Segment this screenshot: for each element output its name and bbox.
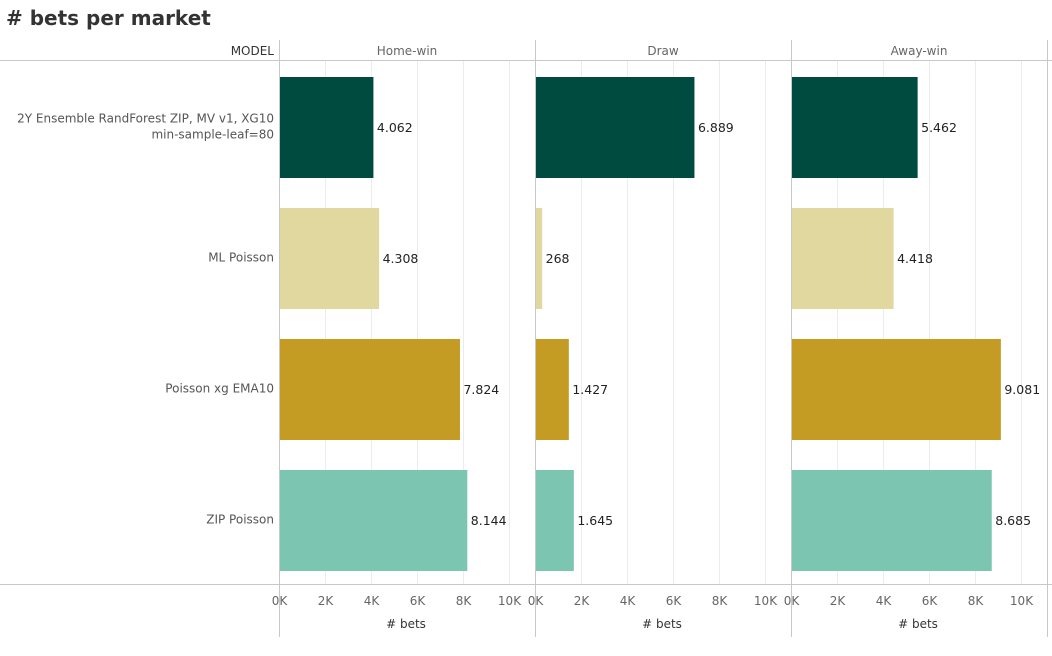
panel-header: Home-win [377,44,438,58]
category-label: ML Poisson [208,251,274,265]
tick-label: 4K [364,594,381,608]
bar [792,208,894,309]
data-label: 1.645 [577,513,613,528]
bar [280,208,380,309]
tick-label: 10K [1010,594,1034,608]
tick-label: 0K [272,594,289,608]
bar [280,77,374,178]
data-label: 4.418 [897,251,933,266]
data-label: 268 [546,251,570,266]
tick-label: 8K [712,594,729,608]
tick-label: 10K [754,594,778,608]
bar [280,339,460,440]
tick-label: 8K [456,594,473,608]
panel-header: Away-win [891,44,948,58]
bar [280,470,468,571]
tick-label: 10K [498,594,522,608]
tick-label: 2K [830,594,847,608]
bar [536,77,695,178]
category-label: ZIP Poisson [206,513,274,527]
row-header-label: MODEL [231,44,275,58]
category-label: Poisson xg EMA10 [165,382,274,396]
tick-label: 8K [968,594,985,608]
tick-label: 6K [922,594,939,608]
category-label: min-sample-leaf=80 [151,128,274,142]
bar [792,470,992,571]
panel-header: Draw [647,44,679,58]
data-label: 8.144 [471,513,507,528]
tick-label: 6K [410,594,427,608]
tick-label: 4K [620,594,637,608]
tick-label: 4K [876,594,893,608]
data-label: 7.824 [463,382,499,397]
data-label: 9.081 [1004,382,1040,397]
tick-label: 2K [318,594,335,608]
x-axis-title: # bets [898,617,938,631]
x-axis-title: # bets [386,617,426,631]
data-label: 6.889 [698,120,734,135]
tick-label: 2K [574,594,591,608]
data-label: 5.462 [921,120,957,135]
data-label: 4.308 [383,251,419,266]
bar [792,339,1001,440]
data-label: 4.062 [377,120,413,135]
bar [792,77,918,178]
chart-title: # bets per market [6,6,211,30]
category-label: 2Y Ensemble RandForest ZIP, MV v1, XG10 [17,112,274,126]
data-label: 1.427 [572,382,608,397]
data-label: 8.685 [995,513,1031,528]
tick-label: 6K [666,594,683,608]
tick-label: 0K [528,594,545,608]
bar [536,208,543,309]
tick-label: 0K [784,594,801,608]
bar [536,339,569,440]
bar [536,470,574,571]
x-axis-title: # bets [642,617,682,631]
